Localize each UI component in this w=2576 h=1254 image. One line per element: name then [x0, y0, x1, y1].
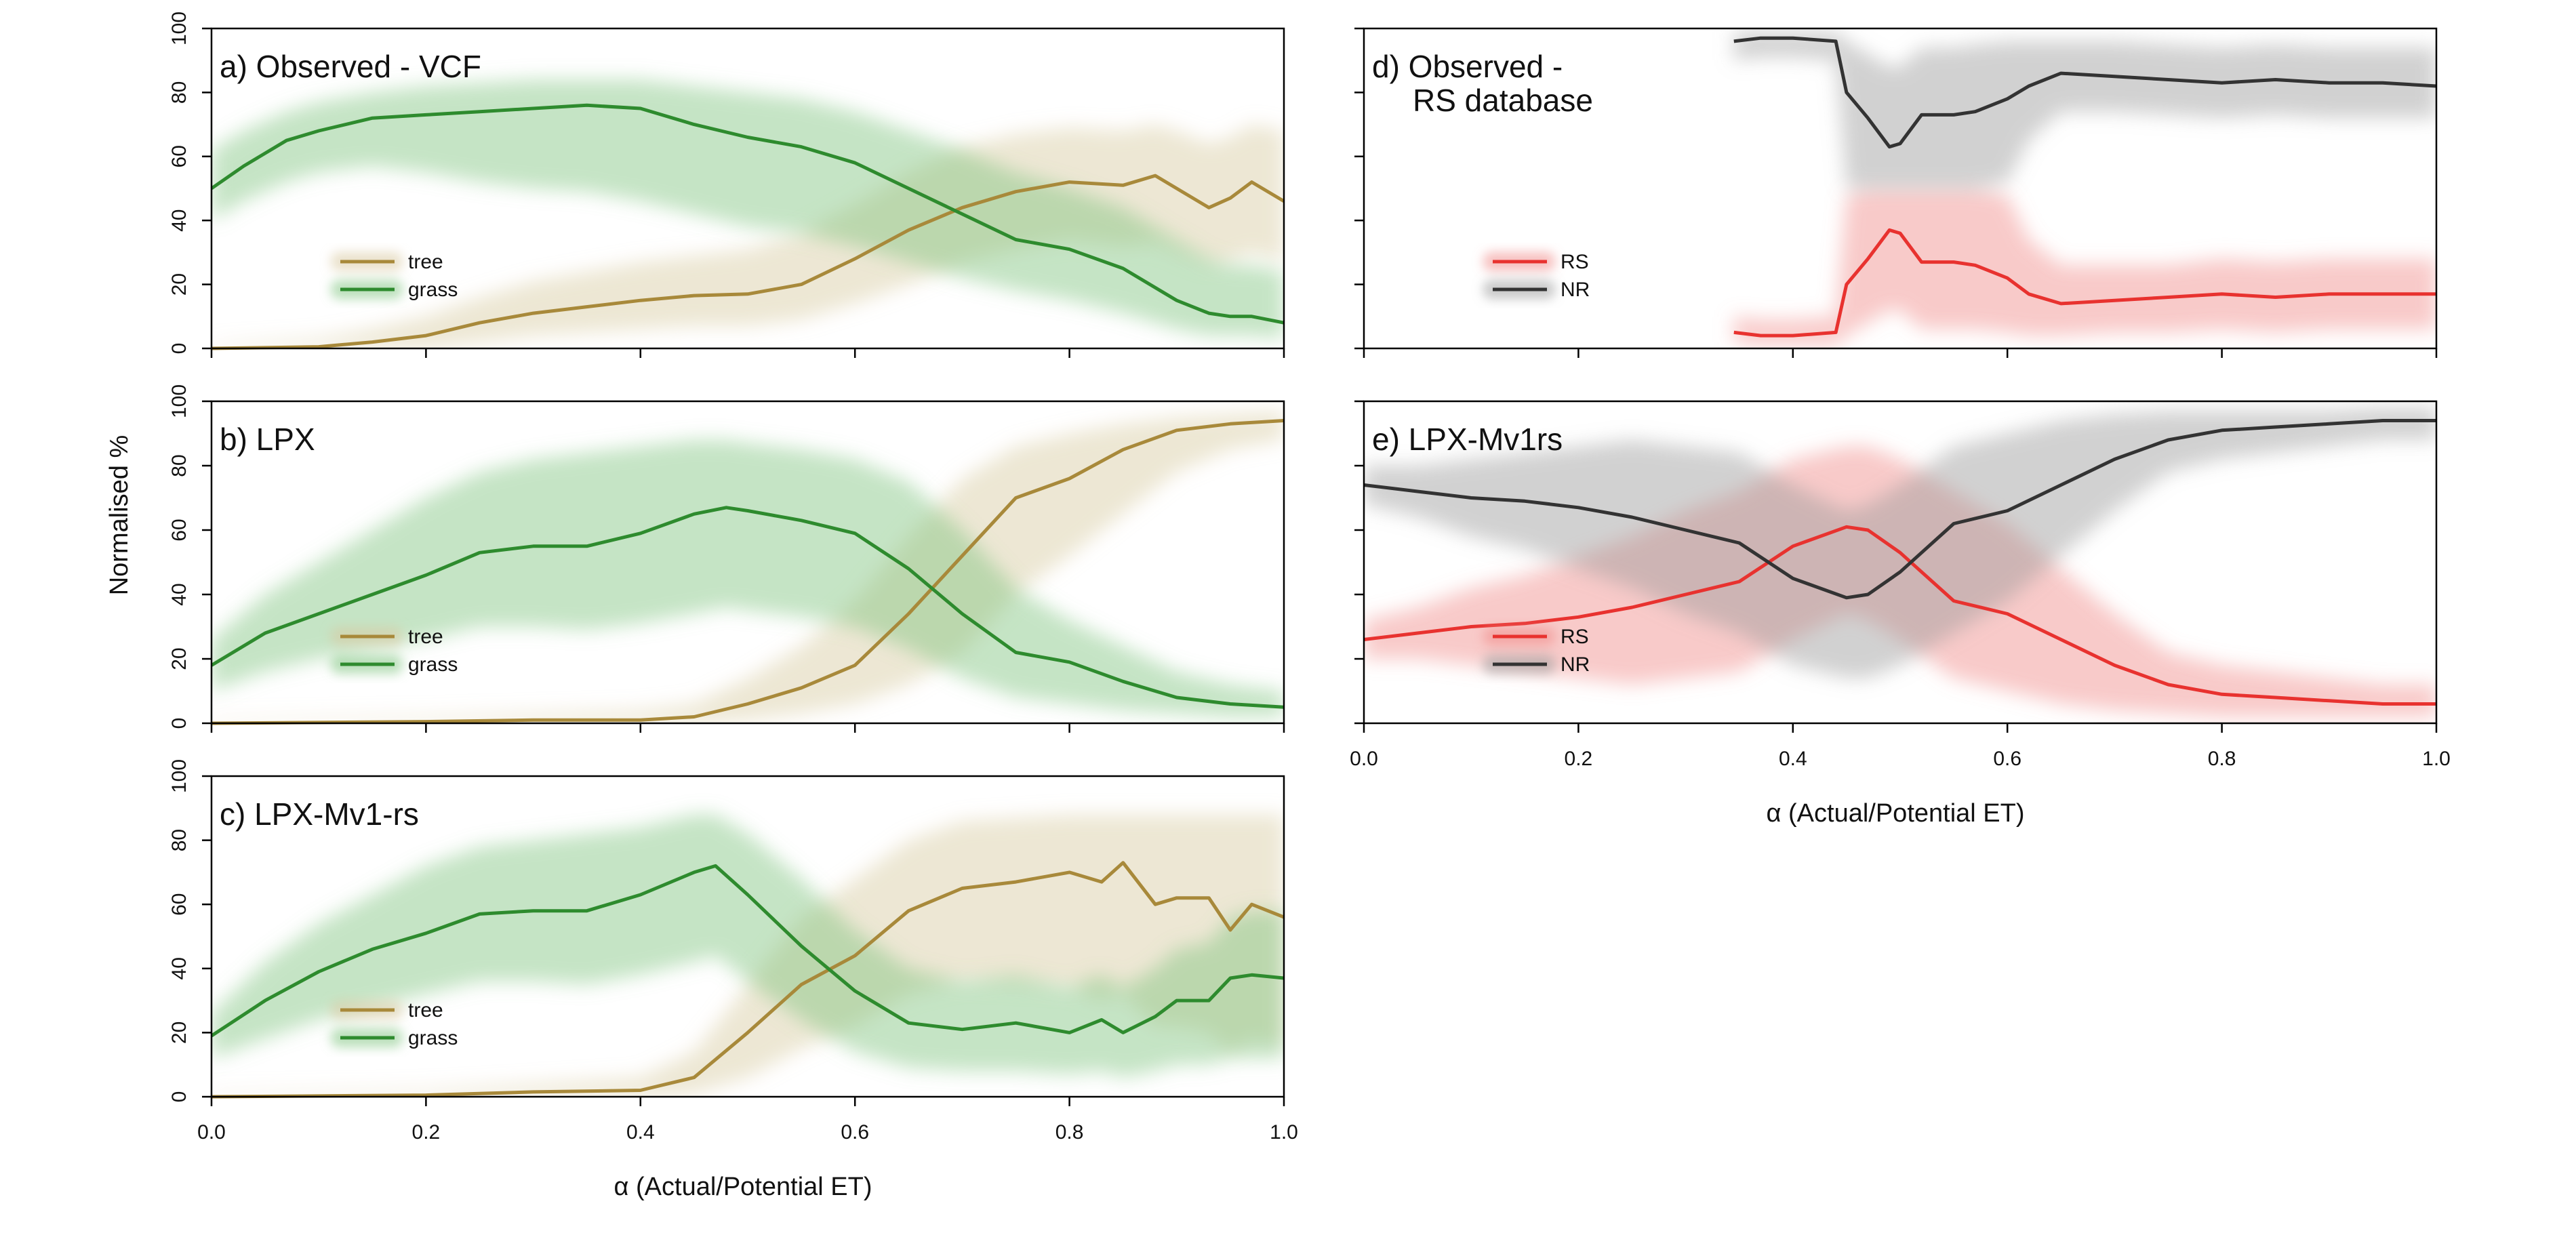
x-tick-label-c: 0.8	[1055, 1121, 1084, 1144]
x-tick-label-c: 0.0	[197, 1121, 226, 1144]
band-rs-d	[1733, 188, 2436, 346]
x-axis-title-left: α (Actual/Potential ET)	[613, 1173, 872, 1201]
panel-title-d: d) Observed -	[1372, 49, 1563, 84]
y-tick-label-b: 20	[168, 647, 190, 670]
legend-label-grass: grass	[408, 279, 458, 301]
y-tick-label-b: 60	[168, 519, 190, 541]
line-grass-c	[210, 864, 1285, 1038]
panel-title-b: b) LPX	[220, 422, 315, 457]
x-axis-title-right: α (Actual/Potential ET)	[1766, 799, 2024, 828]
legend-label-tree: tree	[408, 626, 443, 648]
line-tree-b	[211, 419, 1285, 725]
panels: 0 20 40 60 80 100 a) Observed - VCF tree grass 0 2…	[168, 12, 2451, 1144]
y-tick-label-a: 60	[168, 145, 190, 167]
plot-frame-b	[210, 400, 1285, 725]
panel-d: d) Observed -RS database RS NR	[1354, 27, 2438, 358]
y-tick-label-c: 0	[168, 1091, 190, 1103]
panel-a: 0 20 40 60 80 100 a) Observed - VCF tree grass	[168, 12, 1285, 358]
band-grass-c	[212, 814, 1284, 1078]
y-tick-label-c: 40	[168, 957, 190, 979]
y-tick-label-b: 0	[168, 718, 190, 729]
x-tick-label-e: 0.4	[1779, 748, 1807, 770]
bands-e	[1364, 407, 2436, 717]
legend-e: RS NR	[1483, 626, 1590, 676]
line-rs-e	[1363, 525, 2436, 706]
x-tick-label-e: 0.0	[1350, 748, 1378, 770]
legend-label-nr: NR	[1561, 279, 1590, 301]
y-tick-label-c: 60	[168, 893, 190, 916]
panel-e: 0.0 0.2 0.4 0.6 0.8 1.0 e) LPX-Mv1rs RS NR	[1350, 400, 2451, 770]
legend-label-rs: RS	[1561, 251, 1589, 273]
band-nr-e	[1364, 407, 2436, 679]
y-tick-label-a: 0	[168, 343, 190, 355]
line-rs-d	[1733, 228, 2436, 338]
panel-b: 0 20 40 60 80 100 b) LPX tree grass	[168, 384, 1285, 733]
panel-c: 0 20 40 60 80 100 0.0 0.2 0.4 0.6 0.8 1.0 c) LPX-Mv1…	[168, 759, 1298, 1144]
plot-frame-a	[210, 27, 1285, 350]
legend-label-grass: grass	[408, 653, 458, 676]
legend-label-tree: tree	[408, 999, 443, 1022]
y-tick-label-b: 40	[168, 583, 190, 605]
bands-d	[1733, 31, 2436, 346]
x-tick-label-c: 1.0	[1270, 1121, 1298, 1144]
y-tick-label-a: 100	[168, 12, 190, 45]
y-tick-label-b: 80	[168, 454, 190, 477]
band-grass-a	[212, 79, 1284, 339]
x-tick-label-c: 0.4	[626, 1121, 655, 1144]
y-tick-label-c: 20	[168, 1022, 190, 1044]
x-tick-label-e: 1.0	[2422, 748, 2451, 770]
panel-subtitle-d: RS database	[1413, 83, 1593, 118]
legend-label-nr: NR	[1561, 653, 1590, 676]
band-tree-b	[212, 411, 1284, 723]
line-grass-b	[210, 506, 1285, 709]
legend-label-grass: grass	[408, 1027, 458, 1049]
x-tick-label-c: 0.2	[412, 1121, 441, 1144]
x-tick-label-e: 0.6	[1993, 748, 2021, 770]
y-tick-label-b: 100	[168, 384, 190, 418]
line-tree-c	[211, 861, 1285, 1099]
line-tree-a	[211, 174, 1285, 350]
panel-title-a: a) Observed - VCF	[220, 49, 481, 84]
bands-a	[212, 79, 1284, 348]
y-tick-label-c: 100	[168, 759, 190, 793]
line-nr-e	[1363, 419, 2436, 600]
panel-title-e: e) LPX-Mv1rs	[1372, 422, 1563, 457]
panel-title-c: c) LPX-Mv1-rs	[220, 796, 419, 832]
y-tick-label-a: 40	[168, 209, 190, 232]
x-tick-label-e: 0.2	[1565, 748, 1593, 770]
band-grass-b	[212, 440, 1284, 717]
plot-frame-e	[1363, 400, 2438, 725]
legend-label-tree: tree	[408, 251, 443, 273]
y-axis-title: Normalised %	[105, 435, 134, 596]
legend-label-rs: RS	[1561, 626, 1589, 648]
line-grass-a	[210, 103, 1285, 325]
bands-c	[212, 814, 1284, 1097]
plot-frame-c	[210, 775, 1285, 1098]
x-tick-label-e: 0.8	[2208, 748, 2236, 770]
line-nr-d	[1733, 36, 2437, 149]
y-tick-label-a: 80	[168, 81, 190, 104]
legend-a: tree grass	[331, 251, 458, 301]
legend-c: tree grass	[331, 999, 458, 1049]
legend-d: RS NR	[1483, 251, 1590, 301]
y-tick-label-c: 80	[168, 829, 190, 851]
band-nr-d	[1733, 31, 2436, 189]
legend-b: tree grass	[331, 626, 458, 676]
band-tree-c	[212, 814, 1284, 1097]
x-tick-label-c: 0.6	[841, 1121, 869, 1144]
bands-b	[212, 411, 1284, 723]
plot-frame-d	[1363, 27, 2438, 350]
y-tick-label-a: 20	[168, 273, 190, 296]
